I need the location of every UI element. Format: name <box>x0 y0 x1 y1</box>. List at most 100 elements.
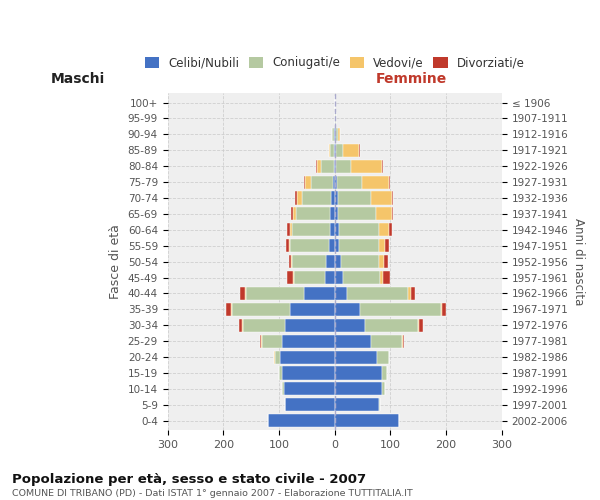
Bar <box>326 255 335 268</box>
Bar <box>389 176 390 188</box>
Bar <box>294 271 325 284</box>
Bar <box>305 176 311 188</box>
Bar <box>335 112 336 125</box>
Bar <box>335 414 399 428</box>
Bar <box>440 303 442 316</box>
Y-axis label: Fasce di età: Fasce di età <box>109 224 122 299</box>
Bar <box>408 287 410 300</box>
Bar <box>335 366 382 380</box>
Bar <box>284 398 335 411</box>
Bar <box>287 224 290 236</box>
Bar <box>338 208 376 220</box>
Bar <box>293 271 294 284</box>
Bar <box>282 334 335 347</box>
Bar <box>418 319 419 332</box>
Bar <box>377 350 389 364</box>
Bar <box>284 319 335 332</box>
Legend: Celibi/Nubili, Coniugati/e, Vedovi/e, Divorziati/e: Celibi/Nubili, Coniugati/e, Vedovi/e, Di… <box>140 52 530 74</box>
Bar <box>379 398 380 411</box>
Bar <box>385 239 389 252</box>
Bar <box>335 287 347 300</box>
Bar <box>347 287 408 300</box>
Bar <box>382 366 386 380</box>
Bar <box>401 334 403 347</box>
Bar <box>336 128 338 141</box>
Text: Femmine: Femmine <box>376 72 447 86</box>
Bar <box>240 287 245 300</box>
Bar <box>287 271 293 284</box>
Bar <box>316 160 317 172</box>
Bar <box>226 303 230 316</box>
Bar <box>335 239 339 252</box>
Bar <box>335 144 336 157</box>
Bar <box>334 128 335 141</box>
Bar <box>232 303 290 316</box>
Bar <box>379 255 384 268</box>
Bar <box>317 160 322 172</box>
Bar <box>275 350 280 364</box>
Bar <box>268 414 335 428</box>
Bar <box>341 255 379 268</box>
Bar <box>335 192 338 204</box>
Bar <box>295 192 297 204</box>
Bar <box>335 160 336 172</box>
Bar <box>245 287 304 300</box>
Bar <box>335 334 371 347</box>
Text: Maschi: Maschi <box>50 72 104 86</box>
Bar <box>289 255 292 268</box>
Bar <box>280 350 335 364</box>
Y-axis label: Anni di nascita: Anni di nascita <box>572 218 585 306</box>
Bar <box>335 224 339 236</box>
Bar <box>338 192 371 204</box>
Bar <box>293 208 296 220</box>
Bar <box>365 319 418 332</box>
Bar <box>283 382 284 396</box>
Bar <box>325 271 335 284</box>
Bar <box>304 176 305 188</box>
Bar <box>371 334 401 347</box>
Bar <box>359 144 361 157</box>
Bar <box>376 208 392 220</box>
Bar <box>383 271 390 284</box>
Bar <box>352 160 382 172</box>
Bar <box>335 319 365 332</box>
Bar <box>292 255 326 268</box>
Bar <box>296 208 331 220</box>
Bar <box>274 350 275 364</box>
Bar <box>332 128 334 141</box>
Bar <box>442 303 446 316</box>
Bar <box>379 224 389 236</box>
Bar <box>304 287 335 300</box>
Bar <box>302 192 331 204</box>
Bar <box>392 192 393 204</box>
Bar <box>290 224 292 236</box>
Bar <box>243 319 284 332</box>
Bar <box>284 382 335 396</box>
Bar <box>382 382 385 396</box>
Bar <box>339 239 379 252</box>
Bar <box>230 303 232 316</box>
Bar <box>335 350 377 364</box>
Bar <box>389 224 392 236</box>
Bar <box>403 334 404 347</box>
Bar <box>311 176 332 188</box>
Bar <box>262 334 282 347</box>
Bar <box>290 239 329 252</box>
Bar <box>291 208 293 220</box>
Bar <box>338 128 340 141</box>
Bar <box>242 319 243 332</box>
Bar <box>331 208 335 220</box>
Bar <box>335 255 341 268</box>
Bar <box>330 144 334 157</box>
Bar <box>279 366 282 380</box>
Bar <box>335 303 360 316</box>
Bar <box>337 176 362 188</box>
Bar <box>290 303 335 316</box>
Bar <box>336 144 343 157</box>
Bar <box>384 255 388 268</box>
Bar <box>343 271 380 284</box>
Text: Popolazione per età, sesso e stato civile - 2007: Popolazione per età, sesso e stato civil… <box>12 472 366 486</box>
Bar <box>331 192 335 204</box>
Bar <box>382 160 383 172</box>
Bar <box>286 239 289 252</box>
